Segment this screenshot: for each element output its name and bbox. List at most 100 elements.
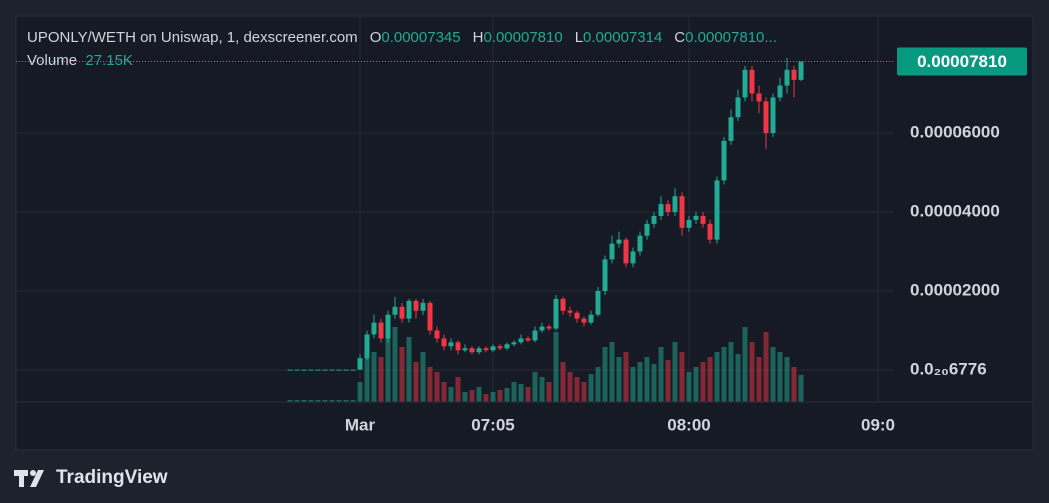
volume-bar <box>574 377 580 402</box>
candle-body <box>308 369 314 371</box>
candle-body <box>413 300 419 311</box>
ohlc-key: H <box>472 29 484 46</box>
volume-bar <box>336 400 342 402</box>
volume-bar <box>581 382 587 402</box>
candle-body <box>455 342 461 351</box>
volume-bar <box>441 382 447 402</box>
candle-body <box>448 342 454 347</box>
volume-bar <box>602 347 608 402</box>
volume-bar <box>616 357 622 402</box>
candle-body <box>462 348 468 351</box>
candle-body <box>301 369 307 371</box>
candle-body <box>511 342 517 345</box>
volume-bar <box>707 357 713 402</box>
candle-body <box>546 326 552 329</box>
candle-body <box>742 69 748 98</box>
candle-body <box>553 298 559 329</box>
volume-bar <box>763 332 769 402</box>
volume-bar <box>700 362 706 402</box>
candle-body <box>560 298 566 311</box>
volume-bar <box>525 387 531 402</box>
candle-body <box>336 369 342 371</box>
volume-bar <box>413 362 419 402</box>
ohlc-key: L <box>574 29 584 46</box>
volume-bar <box>742 327 748 402</box>
candle-body <box>392 306 398 315</box>
last-price-tag <box>897 47 1027 76</box>
candle-body <box>721 140 727 181</box>
candle-body <box>420 302 426 311</box>
volume-bar <box>532 372 538 402</box>
volume-bar <box>644 357 650 402</box>
volume-bar <box>693 367 699 402</box>
candle-body <box>763 101 769 134</box>
volume-bar <box>490 392 496 402</box>
legend-volume-row: Volume 27.15K <box>27 51 777 74</box>
volume-bar <box>777 352 783 402</box>
volume-bar <box>735 354 741 402</box>
candle-body <box>784 69 790 86</box>
volume-bar <box>721 347 727 402</box>
volume-bar <box>427 367 433 402</box>
volume-bar <box>364 342 370 402</box>
candle-body <box>287 369 293 371</box>
chart-panel <box>15 15 1034 451</box>
candle-body <box>637 235 643 252</box>
volume-bar <box>714 352 720 402</box>
volume-bar <box>539 377 545 402</box>
candle-body <box>679 196 685 228</box>
volume-bar <box>504 388 510 402</box>
candle-body <box>322 369 328 371</box>
ohlc-value: 0.00007314 <box>583 29 663 46</box>
brand-name: TradingView <box>56 467 168 488</box>
volume-bar <box>385 332 391 402</box>
logo <box>14 470 44 487</box>
x-tick-label: Mar <box>345 415 376 434</box>
y-tick-label: 0.0₂₀6776 <box>910 359 987 378</box>
candle-body <box>441 338 447 347</box>
volume-bar <box>672 342 678 402</box>
candle-body <box>567 310 573 313</box>
candle-body <box>329 369 335 371</box>
candle-body <box>504 344 510 349</box>
volume-bar <box>679 352 685 402</box>
candle-body <box>798 61 804 80</box>
volume-bar <box>658 347 664 402</box>
candle-body <box>350 369 356 371</box>
candle-body <box>630 251 636 264</box>
volume-bar <box>553 332 559 402</box>
volume-bar <box>392 327 398 402</box>
candle-body <box>343 369 349 371</box>
candle-body <box>378 322 384 339</box>
volume-bar <box>357 382 363 402</box>
candle-body <box>735 97 741 118</box>
volume-bar <box>287 400 293 402</box>
volume-bar <box>315 400 321 402</box>
volume-value: 27.15K <box>85 52 133 69</box>
candle-body <box>595 291 601 315</box>
y-tick-label: 0.00004000 <box>910 201 1000 220</box>
candle-body <box>714 180 720 240</box>
x-tick-label: 09:0 <box>861 415 895 434</box>
candle-body <box>364 334 370 359</box>
volume-bar <box>784 357 790 402</box>
volume-bar <box>483 394 489 402</box>
candle-body <box>385 314 391 339</box>
volume-bar <box>378 357 384 402</box>
candle-body <box>490 346 496 351</box>
volume-bar <box>728 342 734 402</box>
volume-bar <box>469 390 475 402</box>
last-price-label: 0.00007810 <box>917 52 1007 71</box>
volume-bar <box>476 387 482 402</box>
y-tick-label: 0.00006000 <box>910 122 1000 141</box>
volume-bar <box>455 377 461 402</box>
volume-bar <box>350 400 356 402</box>
branding: TradingView <box>14 464 168 492</box>
candle-body <box>581 318 587 323</box>
candle-body <box>406 300 412 319</box>
volume-bar <box>560 362 566 402</box>
chart-title: UPONLY/WETH on Uniswap, 1, dexscreener.c… <box>27 29 358 46</box>
ohlc-value: 0.00007810 <box>483 29 563 46</box>
